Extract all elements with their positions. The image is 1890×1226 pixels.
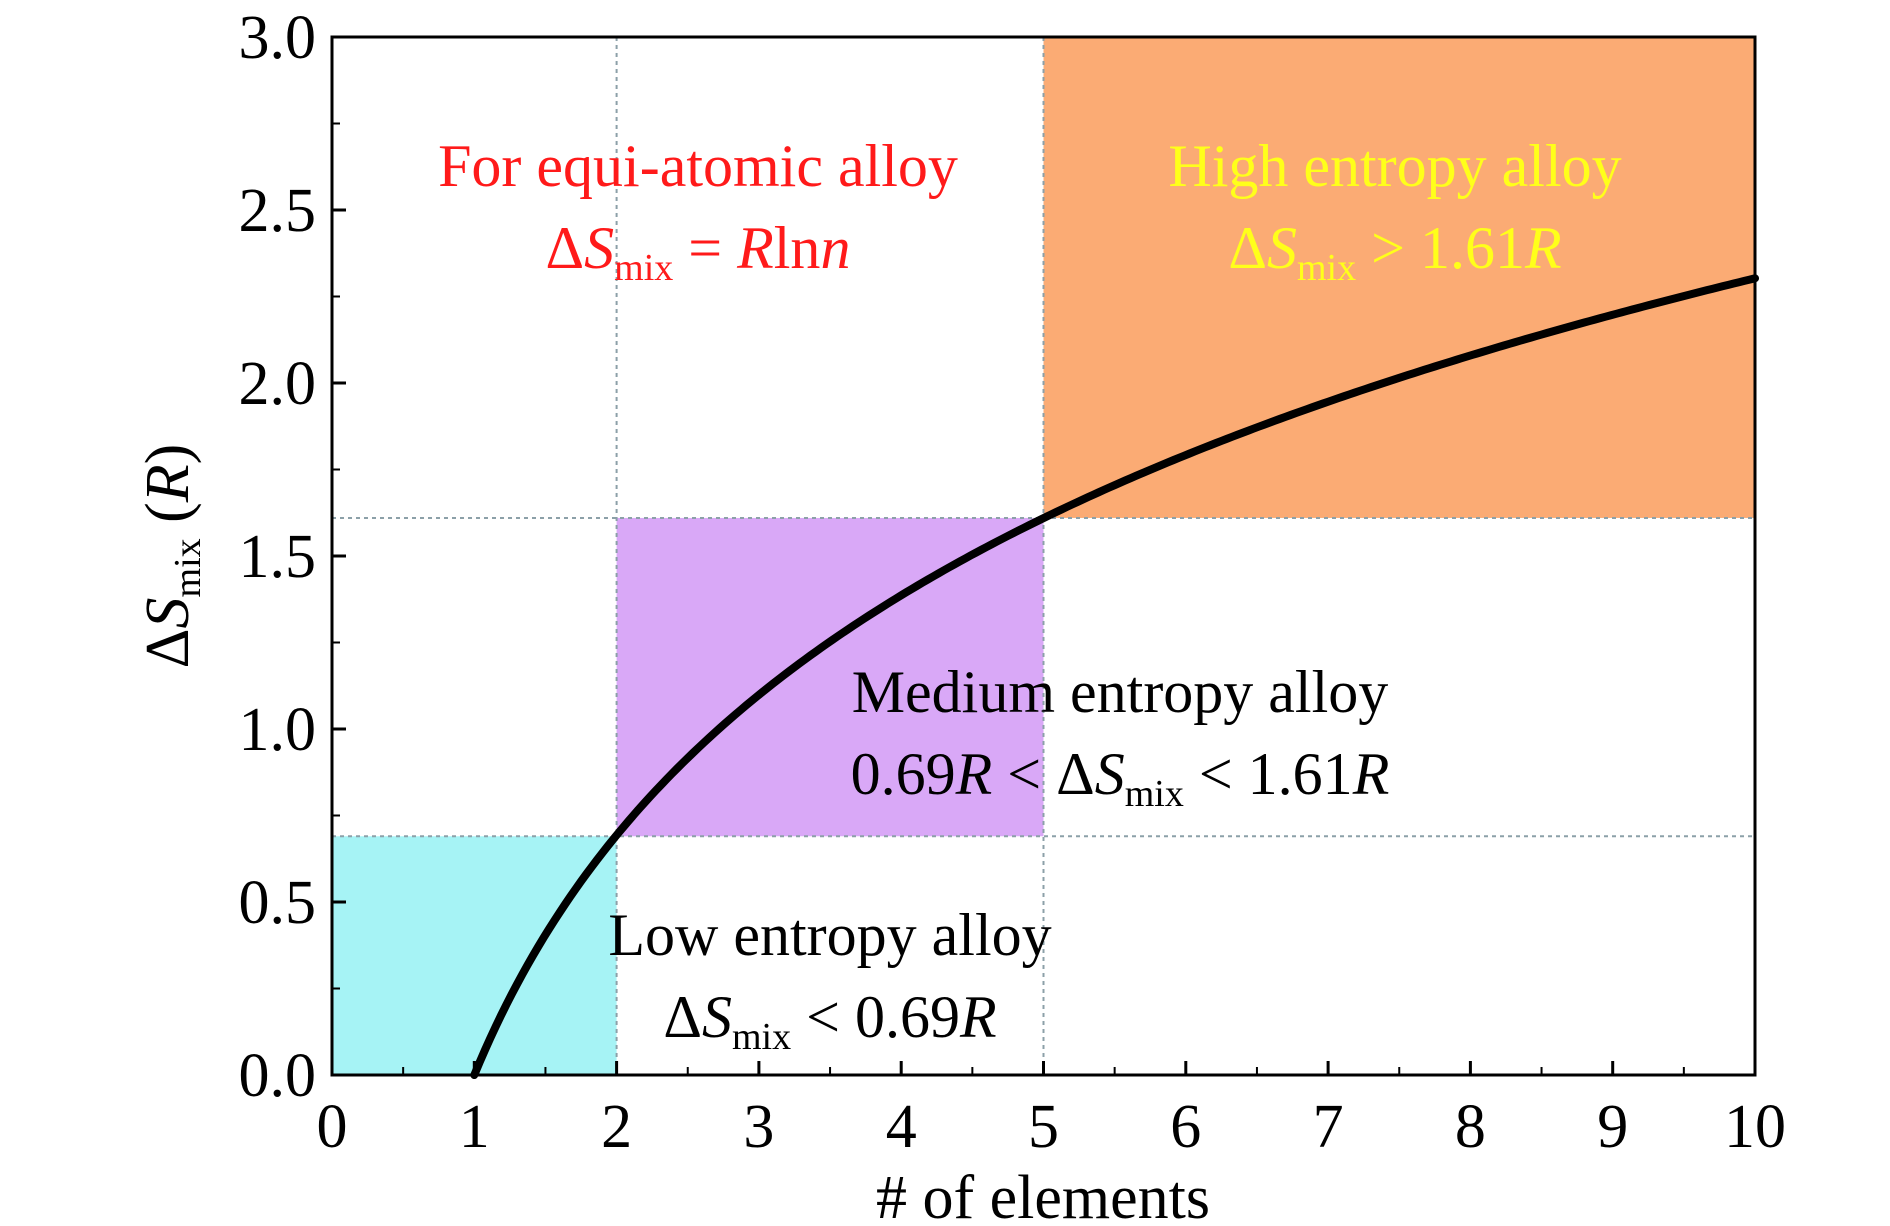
y-tick-label: 0.0 <box>239 1042 317 1110</box>
x-tick-label: 8 <box>1455 1093 1486 1161</box>
y-axis-title: ΔSmix (R) <box>134 444 209 669</box>
annotation-high-entropy: High entropy alloy ΔSmix > 1.61R <box>1168 133 1621 289</box>
annotation-medium-line1: Medium entropy alloy <box>852 659 1389 725</box>
guide-lines-layer <box>332 37 1755 1075</box>
annotation-equi-atomic: For equi-atomic alloy ΔSmix = Rlnn <box>438 133 958 289</box>
y-tick-label: 1.5 <box>239 523 317 591</box>
x-tick-label: 2 <box>601 1093 632 1161</box>
region-high <box>1043 37 1755 518</box>
x-tick-label: 6 <box>1170 1093 1201 1161</box>
x-tick-label: 4 <box>886 1093 917 1161</box>
series-line-ln-n <box>470 274 1759 1079</box>
annotation-medium-line2: 0.69R < ΔSmix < 1.61R <box>851 741 1390 815</box>
x-tick-label: 9 <box>1597 1093 1628 1161</box>
annotation-low-entropy: Low entropy alloy ΔSmix < 0.69R <box>608 902 1051 1058</box>
x-tick-label: 3 <box>743 1093 774 1161</box>
annotation-high-line1: High entropy alloy <box>1168 133 1621 199</box>
x-tick-label: 7 <box>1313 1093 1344 1161</box>
annotation-equi-line1: For equi-atomic alloy <box>438 133 958 199</box>
x-tick-label: 1 <box>459 1093 490 1161</box>
region-medium <box>616 517 1044 837</box>
x-axis-title: # of elements <box>876 1164 1210 1226</box>
curve-layer <box>470 274 1759 1079</box>
y-tick-label: 0.5 <box>239 869 317 937</box>
x-tick-label: 5 <box>1028 1093 1059 1161</box>
regions-layer <box>332 37 1755 1075</box>
annotation-high-line2: ΔSmix > 1.61R <box>1228 215 1561 289</box>
annotation-equi-line2: ΔSmix = Rlnn <box>546 215 851 289</box>
annotation-low-line2: ΔSmix < 0.69R <box>663 984 996 1058</box>
y-tick-label: 2.0 <box>239 350 317 418</box>
y-tick-label: 1.0 <box>239 696 317 764</box>
x-tick-label: 10 <box>1724 1093 1786 1161</box>
y-tick-label: 3.0 <box>239 4 317 72</box>
x-tick-label: 0 <box>317 1093 348 1161</box>
annotation-low-line1: Low entropy alloy <box>608 902 1051 968</box>
annotation-medium-entropy: Medium entropy alloy 0.69R < ΔSmix < 1.6… <box>851 659 1390 815</box>
region-low <box>332 836 617 1075</box>
ticks-layer: 0 1 2 3 4 5 6 7 8 9 10 0.0 0.5 1.0 1.5 2.0 2.5 3.0 <box>239 4 1787 1161</box>
y-tick-label: 2.5 <box>239 177 317 245</box>
